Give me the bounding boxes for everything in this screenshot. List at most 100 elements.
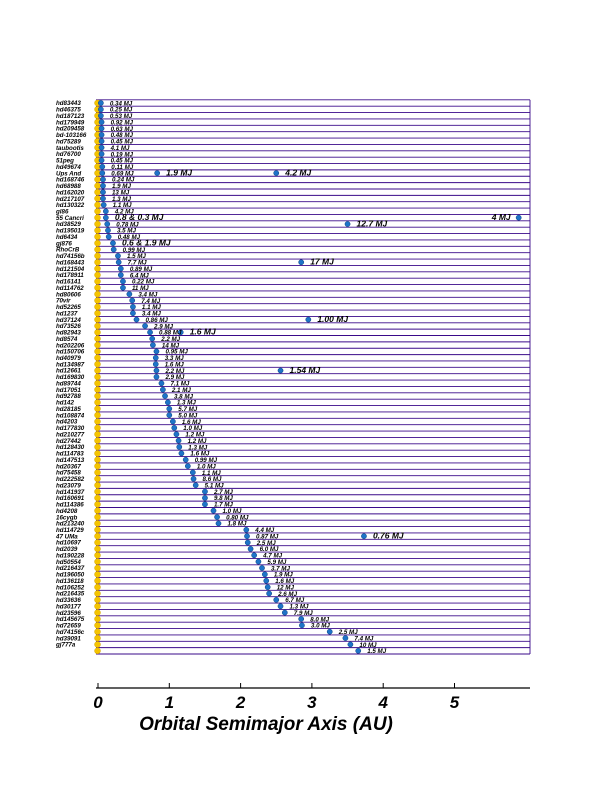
planet-mass-label: 1.8 MJ (227, 521, 246, 528)
planet-mass-label: 0.89 MJ (130, 266, 153, 273)
planet-mass-label: 1.5 MJ (367, 648, 386, 655)
host-star (94, 469, 101, 476)
planet-mass-label: 1.1 MJ (113, 202, 132, 209)
star-rows (96, 99, 531, 655)
planet-mass-label: 0.19 MJ (111, 151, 134, 158)
star-name-label: hd39091 (56, 635, 81, 642)
planet-mass-label: 3.5 MJ (117, 228, 136, 235)
host-star (94, 513, 101, 521)
planet-mass-label: 0.76 MJ (373, 530, 404, 540)
host-star (94, 322, 101, 330)
star-name-label: hd114729 (56, 527, 84, 534)
planet-mass-label: 5.1 MJ (205, 483, 224, 490)
planet-mass-label: 0.53 MJ (110, 113, 133, 120)
x-axis: 0 1 2 3 4 5 Orbital Semimajor Axis (AU) (93, 683, 530, 735)
host-star (94, 386, 101, 393)
planet-mass-label: 7.7 MJ (128, 260, 147, 267)
star-name-label: hd82943 (56, 330, 81, 337)
planet-mass-label: 1.3 MJ (177, 400, 196, 407)
planet-mass-label: 1.6 MJ (165, 361, 184, 368)
planet-point (154, 170, 161, 176)
x-tick-label: 4 (377, 693, 388, 712)
planet-mass-label: 0.63 MJ (111, 126, 134, 133)
planet-point (147, 329, 153, 336)
star-name-label: hd130322 (56, 202, 85, 209)
x-tick-label: 0 (93, 693, 103, 712)
host-star (94, 227, 101, 234)
star-name-label: hd49674 (56, 164, 81, 171)
planet-point (162, 393, 168, 399)
planet-mass-label: 8.6 MJ (203, 476, 222, 483)
planet-point (176, 444, 183, 450)
planet-point (342, 635, 349, 641)
planet-point (264, 584, 271, 590)
star-name-label: hd46375 (56, 107, 81, 114)
star-name-label: hd136118 (56, 578, 84, 585)
planet-point (100, 202, 107, 208)
planet-point (149, 335, 156, 342)
star-name-label: gj777a (55, 642, 76, 649)
host-star (94, 233, 101, 240)
host-star (94, 271, 101, 279)
star-name-label: hd209458 (56, 126, 85, 133)
planet-point (277, 367, 284, 374)
planet-mass-label: 6.4 MJ (130, 272, 149, 279)
star-name-label: hd16141 (56, 279, 81, 286)
host-star (94, 208, 101, 215)
planet-mass-label: 0.24 MJ (112, 177, 135, 184)
planet-mass-label: 4.1 MJ (110, 145, 130, 152)
host-star (94, 297, 101, 304)
x-tick-label: 2 (235, 693, 246, 712)
planet-point (173, 431, 180, 438)
host-star (94, 539, 101, 546)
star-name-label: hd4203 (56, 419, 78, 426)
planet-mass-label: 7.4 MJ (354, 635, 373, 642)
planet-point (100, 176, 106, 183)
planet-mass-label: 0.78 MJ (116, 221, 139, 228)
star-name-label: hd216437 (56, 565, 85, 572)
planet-point (115, 253, 121, 259)
planet-mass-label: 0.8 & 0.3 MJ (115, 212, 164, 222)
planet-mass-label: 1.9 MJ (274, 572, 293, 579)
planet-point (326, 628, 333, 635)
host-star (94, 329, 101, 336)
planet-point (277, 603, 284, 610)
planet-mass-label: 0.48 MJ (118, 234, 141, 241)
star-name-label: hd80606 (56, 291, 81, 298)
host-star (94, 596, 101, 604)
host-star (94, 405, 101, 412)
host-star (94, 418, 101, 425)
host-star (94, 583, 101, 591)
star-name-label: hd52265 (56, 304, 81, 311)
star-name-label: RhoCrB (56, 247, 80, 254)
planet-mass-label: 1.1 MJ (142, 304, 161, 311)
planet-point (281, 609, 288, 616)
planet-mass-label: 5.7 MJ (178, 406, 197, 413)
planet-mass-label: 1.6 MJ (182, 419, 201, 426)
star-name-label: hd74156b (56, 253, 85, 260)
star-name-label: hd134987 (56, 361, 85, 368)
star-name-label: hd23596 (56, 610, 81, 617)
star-name-label: hd168443 (56, 259, 85, 266)
planet-mass-label: 5.0 MJ (178, 412, 197, 419)
host-star (94, 552, 101, 559)
planet-point (98, 157, 105, 164)
host-star (94, 220, 101, 228)
x-tick-label: 5 (450, 693, 460, 712)
planet-mass-label: 7.9 MJ (294, 610, 313, 617)
planet-point (130, 310, 136, 317)
planet-mass-label: 4.7 MJ (262, 553, 282, 560)
star-name-label: hd20367 (56, 463, 81, 470)
planet-point (170, 418, 176, 425)
planet-mass-label: 3.4 MJ (138, 291, 157, 298)
planet-point (99, 163, 106, 170)
planet-mass-label: 3.4 MJ (142, 311, 161, 318)
planet-mass-label: 1.3 MJ (112, 196, 131, 203)
star-name-label: hd187123 (56, 113, 85, 120)
star-name-label: hd147513 (56, 457, 85, 464)
planet-point (98, 112, 104, 119)
host-star (94, 239, 101, 247)
star-name-label: hd108874 (56, 412, 85, 419)
planet-point (115, 259, 122, 266)
host-star (94, 265, 101, 272)
